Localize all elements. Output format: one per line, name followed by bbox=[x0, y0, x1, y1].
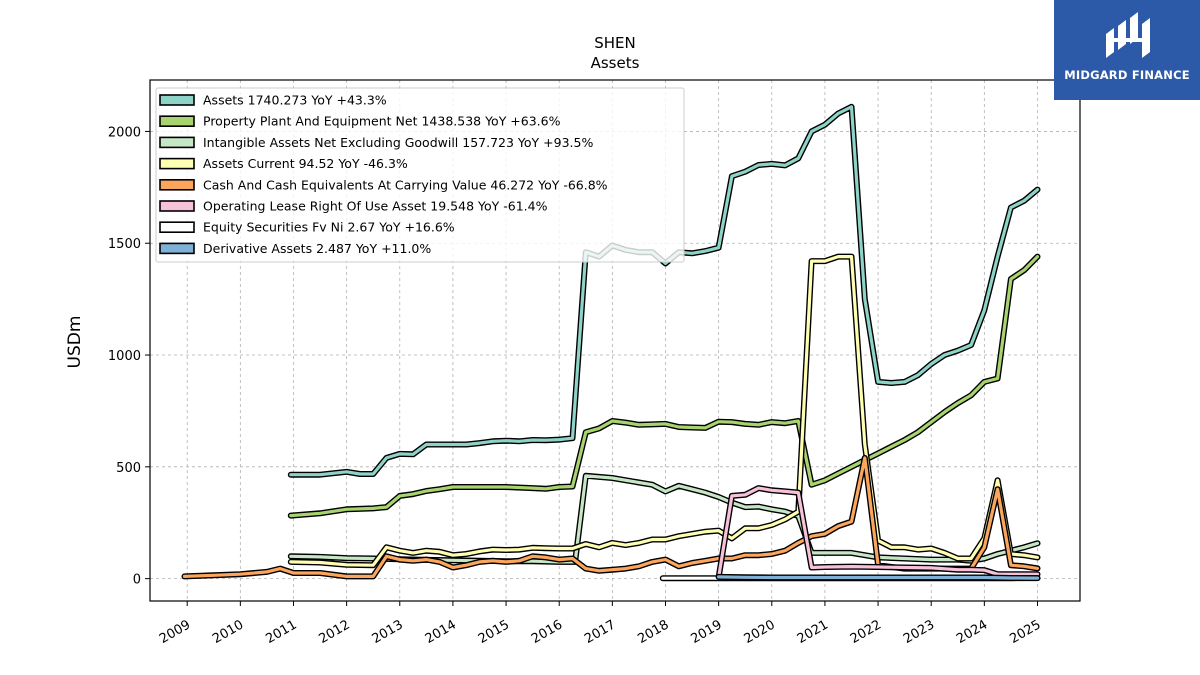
x-tick-label: 2009 bbox=[157, 617, 193, 647]
x-tick-label: 2024 bbox=[954, 617, 990, 647]
legend: Assets 1740.273 YoY +43.3% Property Plant… bbox=[155, 87, 685, 263]
legend-swatch bbox=[159, 221, 195, 233]
x-tick-label: 2011 bbox=[263, 617, 299, 647]
brand-name: MIDGARD FINANCE bbox=[1064, 68, 1190, 82]
x-tick-label: 2016 bbox=[529, 617, 565, 647]
series-line bbox=[717, 575, 1040, 580]
y-tick-label: 1500 bbox=[108, 237, 141, 252]
chart-title: SHEN bbox=[594, 34, 636, 52]
legend-label: Operating Lease Right Of Use Asset 19.54… bbox=[203, 199, 548, 214]
x-tick-label: 2021 bbox=[795, 617, 831, 647]
legend-label: Derivative Assets 2.487 YoY +11.0% bbox=[203, 241, 431, 256]
y-tick-label: 500 bbox=[116, 461, 141, 476]
x-tick-label: 2023 bbox=[901, 617, 937, 647]
legend-swatch bbox=[159, 115, 195, 127]
legend-box bbox=[155, 87, 685, 263]
series-line bbox=[289, 474, 1040, 564]
brand-logo: MIDGARD FINANCE bbox=[1054, 0, 1200, 100]
legend-label: Assets 1740.273 YoY +43.3% bbox=[203, 93, 387, 108]
legend-swatch bbox=[159, 179, 195, 191]
legend-swatch bbox=[159, 157, 195, 170]
legend-label: Assets Current 94.52 YoY -46.3% bbox=[203, 156, 408, 171]
x-tick-label: 2010 bbox=[210, 617, 246, 647]
y-tick-label: 0 bbox=[133, 573, 141, 588]
y-tick-label: 1000 bbox=[108, 349, 141, 364]
midgard-logo-icon bbox=[1106, 12, 1150, 58]
legend-label: Property Plant And Equipment Net 1438.53… bbox=[203, 114, 561, 129]
legend-label: Equity Securities Fv Ni 2.67 YoY +16.6% bbox=[203, 220, 455, 235]
legend-swatch bbox=[159, 242, 195, 255]
legend-label: Cash And Cash Equivalents At Carrying Va… bbox=[203, 177, 608, 192]
x-tick-label: 2012 bbox=[316, 617, 352, 647]
chart-subtitle: Assets bbox=[591, 54, 640, 72]
x-tick-label: 2014 bbox=[423, 617, 459, 647]
y-tick-label: 2000 bbox=[108, 125, 141, 140]
plot-frame bbox=[149, 79, 1081, 602]
series-line bbox=[182, 456, 1040, 578]
legend-label: Intangible Assets Net Excluding Goodwill… bbox=[203, 135, 593, 150]
x-tick-label: 2020 bbox=[742, 617, 778, 647]
x-tick-label: 2025 bbox=[1007, 617, 1043, 647]
x-tick-label: 2022 bbox=[848, 617, 884, 647]
legend-swatch bbox=[159, 200, 195, 212]
legend-swatch bbox=[159, 94, 195, 106]
series-line bbox=[289, 255, 1040, 518]
x-tick-label: 2015 bbox=[476, 617, 512, 647]
series-line bbox=[289, 105, 1040, 477]
x-tick-label: 2017 bbox=[582, 617, 618, 647]
series-line bbox=[289, 255, 1040, 567]
x-tick-label: 2013 bbox=[370, 617, 406, 647]
series-line-outline bbox=[287, 253, 1041, 569]
y-axis-label: USDm bbox=[65, 316, 85, 369]
series-line-outline bbox=[287, 253, 1041, 519]
series-lines bbox=[181, 103, 1041, 582]
x-tick-label: 2019 bbox=[688, 617, 724, 647]
series-line bbox=[717, 486, 1040, 580]
x-tick-label: 2018 bbox=[635, 617, 671, 647]
legend-swatch bbox=[159, 136, 195, 149]
